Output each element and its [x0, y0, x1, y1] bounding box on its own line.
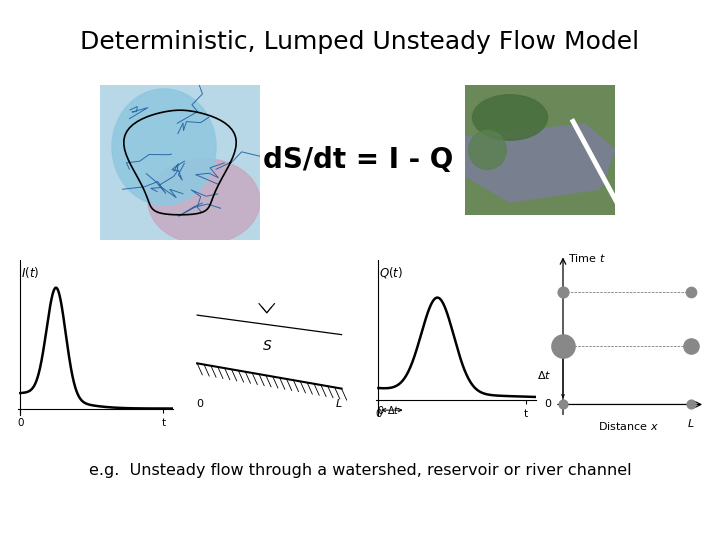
- Text: $S$: $S$: [261, 339, 272, 353]
- Text: 0: 0: [544, 400, 551, 409]
- Text: Distance $x$: Distance $x$: [598, 420, 658, 433]
- Text: $I(t)$: $I(t)$: [21, 265, 40, 280]
- Point: [557, 341, 569, 350]
- Text: Deterministic, Lumped Unsteady Flow Model: Deterministic, Lumped Unsteady Flow Mode…: [81, 30, 639, 54]
- Point: [685, 288, 697, 296]
- Text: 0: 0: [196, 399, 203, 409]
- Text: $L$: $L$: [687, 417, 695, 429]
- Point: [557, 400, 569, 409]
- Point: [685, 400, 697, 409]
- Text: Time $t$: Time $t$: [568, 252, 606, 265]
- Text: $L$: $L$: [336, 397, 343, 409]
- Text: $\Delta t$: $\Delta t$: [536, 369, 551, 381]
- Text: e.g.  Unsteady flow through a watershed, reservoir or river channel: e.g. Unsteady flow through a watershed, …: [89, 462, 631, 477]
- Ellipse shape: [472, 94, 547, 140]
- Point: [685, 341, 697, 350]
- Text: $Q(t)$: $Q(t)$: [379, 265, 403, 280]
- Ellipse shape: [112, 89, 216, 205]
- Text: dS/dt = I - Q: dS/dt = I - Q: [263, 146, 453, 174]
- Text: $\Delta t$: $\Delta t$: [387, 404, 400, 416]
- Point: [557, 288, 569, 296]
- Polygon shape: [465, 124, 615, 202]
- Ellipse shape: [148, 159, 260, 244]
- Text: $0$: $0$: [377, 404, 385, 416]
- Ellipse shape: [469, 131, 506, 170]
